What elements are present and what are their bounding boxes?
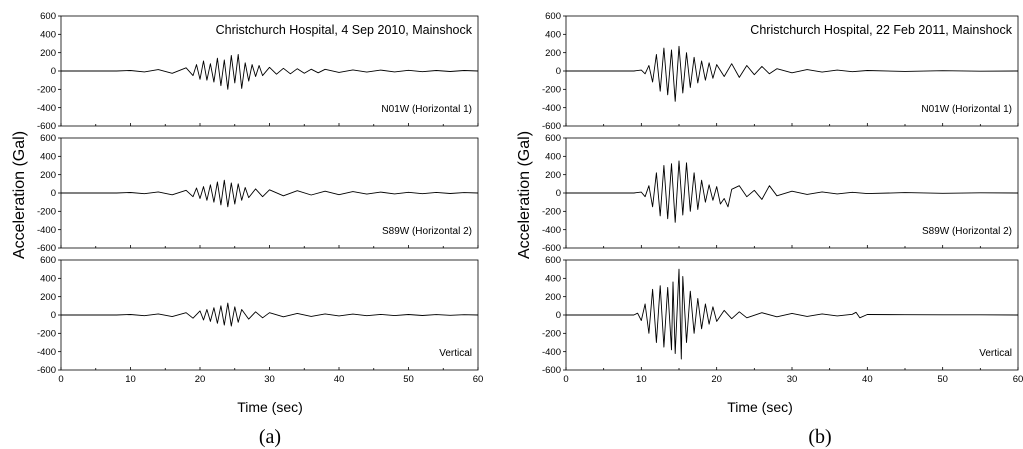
y-tick-label: 0 — [556, 66, 561, 77]
x-tick-label: 40 — [862, 374, 873, 385]
x-tick-label: 20 — [711, 374, 722, 385]
component-label: Vertical — [979, 348, 1012, 359]
panel-a: Acceleration (Gal) Time (sec) (a) 600400… — [11, 11, 483, 448]
x-tick-label: 50 — [937, 374, 948, 385]
waveform-trace — [61, 54, 479, 90]
x-tick-label: 10 — [125, 374, 136, 385]
y-tick-label: 200 — [545, 170, 561, 181]
x-tick-label: 30 — [264, 374, 275, 385]
y-tick-label: 600 — [545, 11, 561, 22]
xlabel-b: Time (sec) — [727, 399, 793, 415]
waveform-trace — [566, 45, 1019, 102]
subplot-b-1: 600 400 200 0 -200 -400 -600 N01W (Horizontal 1… — [542, 11, 1019, 132]
y-tick-label: -400 — [37, 225, 56, 236]
panel-label-b: (b) — [808, 426, 831, 448]
x-tick-label: 30 — [787, 374, 798, 385]
subplot-b-3: 600 400 200 0 -200 -400 -600 Vertical 0 10 20 30 40 5… — [542, 255, 1023, 385]
waveform-trace — [61, 302, 479, 327]
y-tick-label: -600 — [37, 121, 56, 132]
y-tick-label: -200 — [542, 207, 561, 218]
y-tick-label: 400 — [40, 30, 56, 41]
y-tick-label: 200 — [545, 292, 561, 303]
waveform-trace — [61, 179, 479, 208]
y-tick-label: 600 — [545, 255, 561, 266]
component-label: S89W (Horizontal 2) — [382, 226, 472, 237]
y-tick-label: 200 — [545, 48, 561, 59]
y-tick-label: 0 — [51, 188, 56, 199]
y-tick-label: -400 — [542, 225, 561, 236]
y-tick-label: -200 — [37, 207, 56, 218]
x-tick-label: 60 — [1013, 374, 1023, 385]
subplot-a-2: 600 400 200 0 -200 -400 -600 S89W (Horizontal 2… — [37, 133, 479, 254]
y-tick-label: -600 — [542, 121, 561, 132]
y-tick-label: -200 — [37, 85, 56, 96]
component-label: N01W (Horizontal 1) — [921, 104, 1012, 115]
chart-title: Christchurch Hospital, 4 Sep 2010, Mains… — [216, 23, 473, 37]
y-tick-label: -600 — [37, 243, 56, 254]
xlabel-a: Time (sec) — [237, 399, 303, 415]
y-tick-label: 200 — [40, 170, 56, 181]
y-tick-label: -600 — [37, 365, 56, 376]
y-tick-label: -600 — [542, 365, 561, 376]
y-tick-label: -400 — [542, 347, 561, 358]
component-label: Vertical — [439, 348, 472, 359]
y-tick-label: 200 — [40, 48, 56, 59]
chart-title: Christchurch Hospital, 22 Feb 2011, Main… — [750, 23, 1012, 37]
y-tick-label: 600 — [545, 133, 561, 144]
y-tick-label: 600 — [40, 133, 56, 144]
y-tick-label: 200 — [40, 292, 56, 303]
y-tick-label: 400 — [40, 274, 56, 285]
x-tick-label: 0 — [58, 374, 63, 385]
y-tick-label: -200 — [37, 329, 56, 340]
y-tick-label: 400 — [40, 152, 56, 163]
x-tick-label: 20 — [195, 374, 206, 385]
y-tick-label: -200 — [542, 85, 561, 96]
y-tick-label: 0 — [51, 66, 56, 77]
y-tick-label: 0 — [556, 188, 561, 199]
ylabel-a: Acceleration (Gal) — [11, 131, 28, 259]
y-tick-label: 400 — [545, 274, 561, 285]
waveform-trace — [566, 268, 1019, 360]
x-tick-label: 0 — [563, 374, 568, 385]
component-label: N01W (Horizontal 1) — [381, 104, 472, 115]
y-tick-label: -600 — [542, 243, 561, 254]
y-tick-label: 600 — [40, 11, 56, 22]
y-tick-label: -400 — [37, 347, 56, 358]
panel-label-a: (a) — [259, 426, 281, 448]
y-tick-label: 400 — [545, 30, 561, 41]
panel-b: Acceleration (Gal) Time (sec) (b) 600400… — [516, 11, 1023, 448]
subplot-a-1: 600 400 200 0 -200 -400 -600 N01W (Horizontal 1… — [37, 11, 479, 132]
subplot-a-3: 600 400 200 0 -200 -400 -600 Vertical 0 10 20 30 40 5… — [37, 255, 483, 385]
y-tick-label: -200 — [542, 329, 561, 340]
y-tick-label: 0 — [51, 310, 56, 321]
x-tick-label: 40 — [334, 374, 345, 385]
x-tick-label: 10 — [636, 374, 647, 385]
waveform-trace — [566, 160, 1019, 223]
x-tick-label: 50 — [403, 374, 414, 385]
y-tick-label: 600 — [40, 255, 56, 266]
component-label: S89W (Horizontal 2) — [922, 226, 1012, 237]
y-tick-label: 400 — [545, 152, 561, 163]
ylabel-b: Acceleration (Gal) — [516, 131, 533, 259]
y-tick-label: -400 — [542, 103, 561, 114]
y-tick-label: 0 — [556, 310, 561, 321]
subplot-b-2: 600 400 200 0 -200 -400 -600 S89W (Horizontal 2… — [542, 133, 1019, 254]
x-tick-label: 60 — [473, 374, 484, 385]
y-tick-label: -400 — [37, 103, 56, 114]
